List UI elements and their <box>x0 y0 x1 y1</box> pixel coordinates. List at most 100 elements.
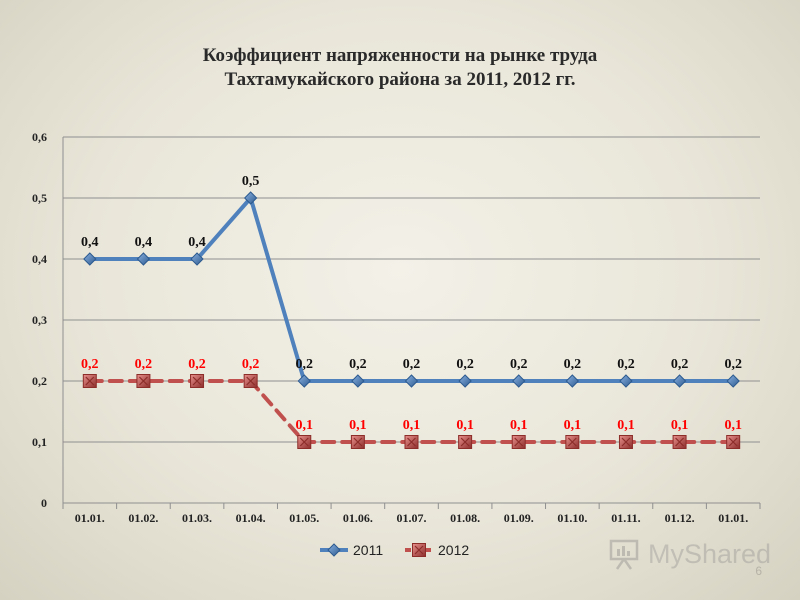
data-point-2011 <box>672 374 687 388</box>
y-tick-label: 0,4 <box>32 252 47 266</box>
data-label: 0,1 <box>671 418 689 433</box>
marker-square-cross <box>407 437 416 447</box>
data-point-2012 <box>618 435 633 449</box>
chart-title-line-2: Тахтамукайского района за 2011, 2012 гг. <box>224 69 576 90</box>
data-point-2011 <box>243 191 258 205</box>
x-axis: 01.01. 01.02. 01.03. 01.04. 01.05. 01.06. 01.0… <box>62 503 761 525</box>
watermark-text: MyShared <box>648 538 772 569</box>
data-point-2012 <box>672 435 687 449</box>
y-tick-label: 0,1 <box>32 435 47 449</box>
data-point-2011 <box>726 374 740 388</box>
marker-square-cross <box>621 437 631 447</box>
legend-marker <box>327 543 341 557</box>
legend-item-2012: 2012 <box>405 542 469 558</box>
x-tick-label: 01.07. <box>397 511 427 525</box>
marker-square-cross <box>414 545 424 555</box>
data-labels-2012: 0,2 0,2 0,2 0,2 0,1 0,1 0,1 0,1 0,1 0,1 0,1 0,1 0,1 <box>81 357 742 433</box>
legend-label: 2011 <box>353 542 383 558</box>
x-tick-label: 01.05. <box>289 511 319 525</box>
data-point-2011 <box>565 374 580 388</box>
chart-title: Коэффициент напряженности на рынке труда… <box>0 44 800 92</box>
data-point-2012 <box>190 374 205 388</box>
data-label: 0,4 <box>188 235 206 250</box>
data-point-2011 <box>83 252 97 266</box>
data-label: 0,2 <box>456 357 474 372</box>
y-tick-label: 0,2 <box>32 374 47 388</box>
data-point-2011 <box>458 374 472 388</box>
x-tick-label: 01.09. <box>504 511 534 525</box>
data-label: 0,1 <box>564 418 582 433</box>
data-point-2011 <box>136 252 151 266</box>
watermark: MyShared <box>608 534 788 574</box>
data-label: 0,2 <box>724 357 742 372</box>
marker-square-cross <box>514 437 524 447</box>
data-point-2011 <box>351 374 365 388</box>
series-line-2011 <box>87 196 736 383</box>
data-point-2011 <box>297 374 311 388</box>
data-point-2011 <box>190 252 204 266</box>
x-tick-label: 01.02. <box>128 511 158 525</box>
data-label: 0,4 <box>135 235 153 250</box>
marker-square-cross <box>353 437 363 447</box>
data-label: 0,2 <box>135 357 153 372</box>
marker-square-cross <box>138 376 148 386</box>
data-labels-2011: 0,4 0,4 0,4 0,5 0,2 0,2 0,2 0,2 0,2 0,2 0,2 0,2 0,2 <box>81 174 742 372</box>
data-point-2012 <box>404 435 419 449</box>
x-tick-label: 01.01. <box>718 511 748 525</box>
data-point-2012 <box>511 435 526 449</box>
x-tick-label: 01.01. <box>75 511 105 525</box>
marker-square-cross <box>85 376 95 386</box>
marker-square-cross <box>460 437 470 447</box>
data-label: 0,2 <box>617 357 635 372</box>
data-point-2012 <box>136 374 151 388</box>
marker-square-cross <box>192 376 202 386</box>
legend-marker <box>412 543 426 557</box>
y-tick-label: 0,3 <box>32 313 47 327</box>
x-tick-label: 01.03. <box>182 511 212 525</box>
data-label: 0,5 <box>242 174 260 189</box>
y-tick-label: 0,5 <box>32 191 47 205</box>
marker-square-cross <box>567 437 577 447</box>
legend: 2011 2012 <box>320 542 469 558</box>
x-tick-label: 01.11. <box>611 511 640 525</box>
data-point-2012 <box>350 435 365 449</box>
data-point-2012 <box>297 435 312 449</box>
legend-item-2011: 2011 <box>320 542 383 558</box>
x-tick-label: 01.12. <box>665 511 695 525</box>
x-tick-label: 01.10. <box>557 511 587 525</box>
presentation-board-icon <box>609 539 639 570</box>
data-label: 0,1 <box>724 418 742 433</box>
data-point-2012 <box>565 435 580 449</box>
data-label: 0,1 <box>296 418 314 433</box>
data-label: 0,1 <box>617 418 635 433</box>
marker-square-cross <box>728 437 738 447</box>
chart-title-line-1: Коэффициент напряженности на рынке труда <box>202 45 598 66</box>
data-point-2011 <box>512 374 526 388</box>
data-label: 0,1 <box>349 418 367 433</box>
marker-square-cross <box>246 376 256 386</box>
data-point-2012 <box>82 374 97 388</box>
data-point-2012 <box>726 435 741 449</box>
x-tick-label: 01.06. <box>343 511 373 525</box>
data-label: 0,2 <box>296 357 314 372</box>
page-number: 6 <box>755 564 762 578</box>
data-label: 0,1 <box>403 418 421 433</box>
y-axis: 0 0,1 0,2 0,3 0,4 0,5 0,6 <box>32 130 64 510</box>
data-label: 0,1 <box>456 418 474 433</box>
y-tick-label: 0 <box>41 496 47 510</box>
data-point-2012 <box>458 435 473 449</box>
x-tick-label: 01.04. <box>236 511 266 525</box>
series-markers-2011 <box>83 191 740 388</box>
data-label: 0,2 <box>403 357 421 372</box>
marker-square-cross <box>299 437 309 447</box>
x-tick-label: 01.08. <box>450 511 480 525</box>
y-tick-label: 0,6 <box>32 130 47 144</box>
data-label: 0,2 <box>349 357 367 372</box>
data-label: 0,2 <box>188 357 206 372</box>
data-label: 0,2 <box>564 357 582 372</box>
series-markers-2012 <box>82 374 741 449</box>
marker-square-cross <box>675 437 685 447</box>
data-label: 0,2 <box>81 357 99 372</box>
data-label: 0,2 <box>671 357 689 372</box>
